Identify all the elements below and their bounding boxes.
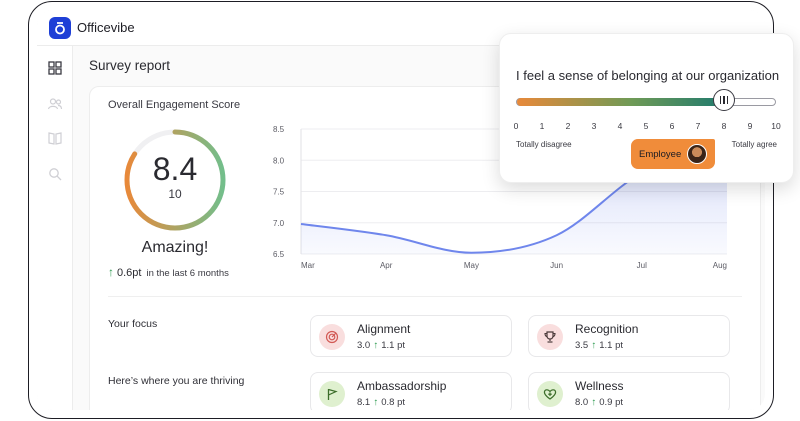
grid-icon[interactable] (47, 60, 63, 76)
score-verdict: Amazing! (141, 239, 209, 256)
x-tick-label: May (464, 261, 479, 270)
arrow-up-icon: ↑ (591, 340, 597, 351)
employee-label: Employee (639, 148, 682, 160)
people-icon[interactable] (47, 96, 63, 112)
scale-tick-2[interactable]: 2 (565, 121, 571, 131)
scale-max-label: Totally agree (731, 140, 777, 149)
metric-score: 8.1 (357, 397, 371, 408)
metric-value: 3.0 ↑ 1.1 pt (357, 340, 405, 351)
delta-value: 0.6pt (117, 267, 142, 279)
rating-slider-thumb[interactable] (713, 89, 735, 111)
book-icon[interactable] (47, 130, 63, 146)
question-text: I feel a sense of belonging at our organ… (516, 68, 780, 83)
metric-value: 8.0 ↑ 0.9 pt (575, 397, 623, 408)
y-tick-label: 7.0 (273, 219, 285, 228)
scale-tick-7[interactable]: 7 (695, 121, 701, 131)
divider (108, 296, 742, 297)
metric-card-wellness[interactable]: Wellness 8.0 ↑ 0.9 pt (528, 372, 730, 410)
x-tick-label: Jun (550, 261, 563, 270)
arrow-up-icon: ↑ (373, 340, 379, 351)
scale-tick-8[interactable]: 8 (721, 121, 727, 131)
scale-tick-9[interactable]: 9 (747, 121, 753, 131)
flag-icon (319, 381, 345, 407)
y-tick-label: 8.5 (273, 125, 285, 134)
metric-delta: 1.1 pt (599, 340, 623, 351)
gauge-arc (124, 129, 226, 231)
metric-delta: 1.1 pt (381, 340, 405, 351)
scale-tick-1[interactable]: 1 (539, 121, 545, 131)
scale-tick-10[interactable]: 10 (771, 121, 781, 131)
metric-card-recognition[interactable]: Recognition 3.5 ↑ 1.1 pt (528, 315, 730, 357)
page-title: Survey report (89, 58, 171, 73)
thriving-label: Here’s where you are thriving (108, 375, 245, 387)
metric-score: 8.0 (575, 397, 589, 408)
focus-label: Your focus (108, 318, 158, 330)
survey-question-popover: I feel a sense of belonging at our organ… (499, 33, 794, 183)
metric-name: Recognition (575, 322, 639, 336)
scale-tick-3[interactable]: 3 (591, 121, 597, 131)
rating-slider-fill (517, 98, 725, 106)
avatar (687, 144, 707, 164)
heart-plus-icon (537, 381, 563, 407)
app-name: Officevibe (77, 20, 135, 35)
search-icon[interactable] (47, 166, 63, 182)
officevibe-logo-icon[interactable] (49, 16, 71, 39)
sidebar (37, 46, 73, 410)
scale-tick-4[interactable]: 4 (617, 121, 623, 131)
trophy-icon (537, 324, 563, 350)
rating-slider-track[interactable] (516, 98, 776, 106)
metric-card-ambassadorship[interactable]: Ambassadorship 8.1 ↑ 0.8 pt (310, 372, 512, 410)
scale-tick-5[interactable]: 5 (643, 121, 649, 131)
metric-name: Wellness (575, 379, 624, 393)
metric-score: 3.5 (575, 340, 589, 351)
metric-name: Ambassadorship (357, 379, 447, 393)
metric-name: Alignment (357, 322, 411, 336)
employee-tag: Employee (631, 139, 715, 169)
target-icon (319, 324, 345, 350)
metric-card-alignment[interactable]: Alignment 3.0 ↑ 1.1 pt (310, 315, 512, 357)
y-tick-label: 8.0 (273, 156, 285, 165)
arrow-up-icon: ↑ (373, 397, 379, 408)
metric-delta: 0.9 pt (599, 397, 623, 408)
metric-score: 3.0 (357, 340, 371, 351)
scale-tick-0[interactable]: 0 (513, 121, 519, 131)
engagement-score: 8.4 (152, 151, 198, 187)
y-tick-label: 7.5 (273, 188, 285, 197)
scale-min-label: Totally disagree (516, 140, 572, 149)
metric-delta: 0.8 pt (381, 397, 405, 408)
engagement-title: Overall Engagement Score (108, 99, 241, 111)
arrow-up-icon: ↑ (108, 265, 114, 279)
trend-area (301, 141, 727, 254)
score-gauge (124, 129, 226, 231)
scale-tick-6[interactable]: 6 (669, 121, 675, 131)
x-tick-label: Mar (301, 261, 315, 270)
delta-period: in the last 6 months (146, 268, 229, 279)
x-tick-label: Apr (380, 261, 393, 270)
x-tick-label: Aug (713, 261, 727, 270)
arrow-up-icon: ↑ (591, 397, 597, 408)
metric-value: 8.1 ↑ 0.8 pt (357, 397, 405, 408)
score-delta: ↑ 0.6pt in the last 6 months (108, 265, 258, 279)
metric-value: 3.5 ↑ 1.1 pt (575, 340, 623, 351)
x-tick-label: Jul (637, 261, 647, 270)
score-max: 10 (168, 187, 182, 201)
y-tick-label: 6.5 (273, 250, 285, 259)
